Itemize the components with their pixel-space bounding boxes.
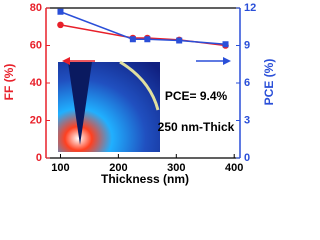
y2-axis-label: PCE (%) bbox=[262, 59, 276, 106]
inset-image bbox=[58, 60, 160, 152]
x-tick-label: 200 bbox=[109, 162, 127, 174]
x-tick-label: 100 bbox=[51, 162, 69, 174]
y-tick-label: 20 bbox=[30, 114, 42, 126]
x-tick-label: 400 bbox=[225, 162, 243, 174]
y-tick-label: 60 bbox=[30, 39, 42, 51]
chart: PCE= 9.4% 250 nm-Thick Thickness (nm) FF… bbox=[2, 2, 276, 186]
marker bbox=[57, 8, 64, 15]
x-axis-label: Thickness (nm) bbox=[101, 172, 189, 186]
arrow-pce bbox=[196, 57, 231, 65]
annotation: 250 nm-Thick bbox=[158, 120, 235, 134]
marker bbox=[129, 36, 136, 43]
y2-tick-label: 9 bbox=[244, 39, 250, 51]
y2-tick-label: 0 bbox=[244, 152, 250, 164]
x-tick-label: 300 bbox=[167, 162, 185, 174]
marker bbox=[57, 21, 64, 29]
marker bbox=[176, 37, 183, 44]
y2-tick-label: 3 bbox=[244, 114, 250, 126]
y-tick-label: 80 bbox=[30, 2, 42, 14]
annotation: PCE= 9.4% bbox=[165, 89, 228, 103]
y2-tick-label: 6 bbox=[244, 77, 250, 89]
y2-tick-label: 12 bbox=[244, 2, 256, 14]
marker bbox=[222, 41, 229, 48]
y-tick-label: 40 bbox=[30, 77, 42, 89]
y-tick-label: 0 bbox=[36, 152, 42, 164]
arrow-ff bbox=[62, 57, 95, 65]
marker bbox=[144, 36, 151, 43]
series-line bbox=[60, 11, 226, 45]
y-axis-label: FF (%) bbox=[2, 64, 16, 101]
